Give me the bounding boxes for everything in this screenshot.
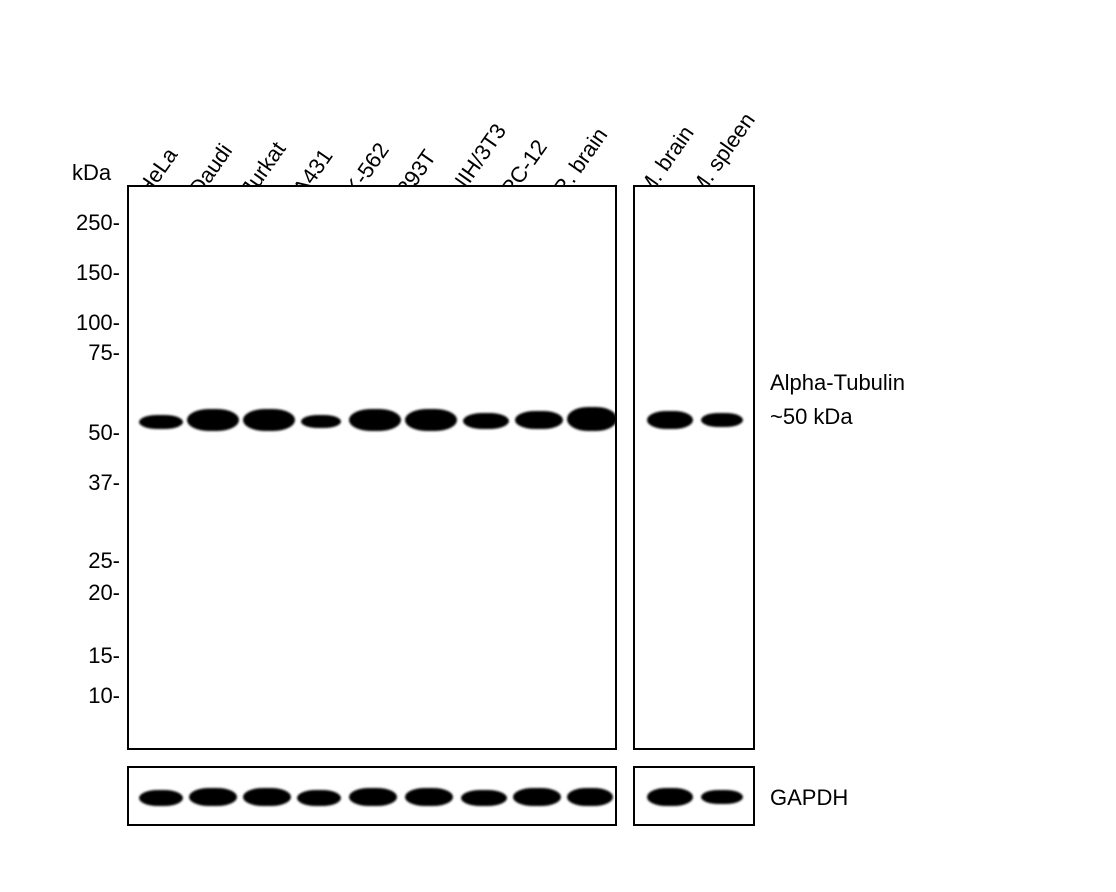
- blot-band: [243, 409, 295, 431]
- mw-marker: 50-: [60, 420, 120, 446]
- mw-marker: 75-: [60, 340, 120, 366]
- blot-band: [647, 788, 693, 806]
- protein-name-label: Alpha-Tubulin: [770, 370, 905, 396]
- blot-band: [139, 415, 183, 429]
- blot-band: [405, 409, 457, 431]
- mw-marker: 250-: [60, 210, 120, 236]
- blot-band: [349, 788, 397, 806]
- blot-band: [189, 788, 237, 806]
- blot-band: [647, 411, 693, 429]
- mw-marker: 15-: [60, 643, 120, 669]
- blot-band: [461, 790, 507, 806]
- blot-band: [243, 788, 291, 806]
- blot-band: [701, 790, 743, 804]
- mw-marker: 20-: [60, 580, 120, 606]
- mw-marker: 25-: [60, 548, 120, 574]
- loading-control-label: GAPDH: [770, 785, 848, 811]
- blot-band: [515, 411, 563, 429]
- mw-marker: 10-: [60, 683, 120, 709]
- blot-band: [139, 790, 183, 806]
- blot-band: [349, 409, 401, 431]
- blot-band: [567, 407, 617, 431]
- blot-band: [405, 788, 453, 806]
- blot-band: [567, 788, 613, 806]
- blot-panel-gapdh-left: [127, 766, 617, 826]
- western-blot-figure: kDa 250-150-100-75-50-37-25-20-15-10- He…: [0, 0, 1116, 892]
- kda-unit-label: kDa: [72, 160, 111, 186]
- blot-band: [297, 790, 341, 806]
- mw-marker: 100-: [60, 310, 120, 336]
- blot-band: [513, 788, 561, 806]
- protein-size-label: ~50 kDa: [770, 404, 853, 430]
- blot-panel-main-left: [127, 185, 617, 750]
- blot-band: [301, 415, 341, 428]
- mw-marker: 150-: [60, 260, 120, 286]
- blot-panel-main-right: [633, 185, 755, 750]
- blot-band: [463, 413, 509, 429]
- blot-band: [187, 409, 239, 431]
- blot-band: [701, 413, 743, 427]
- blot-panel-gapdh-right: [633, 766, 755, 826]
- mw-marker: 37-: [60, 470, 120, 496]
